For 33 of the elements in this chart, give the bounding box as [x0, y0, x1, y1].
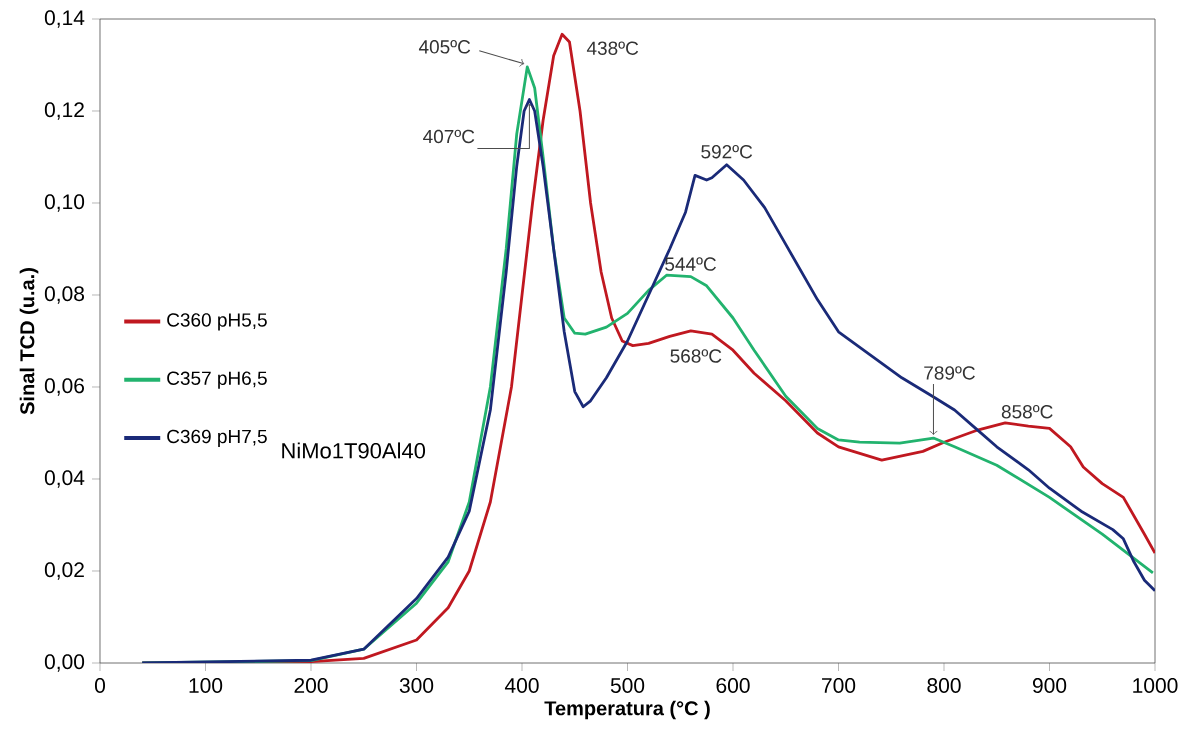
- annotation: 405ºC: [418, 40, 471, 54]
- x-tick-label: 900: [1032, 678, 1067, 693]
- legend-label: C369 pH7,5: [167, 429, 267, 447]
- y-tick-label: 0,06: [44, 378, 85, 396]
- y-tick-label: 0,04: [44, 470, 85, 488]
- y-tick-label: 0,14: [44, 10, 85, 28]
- x-tick-label: 800: [927, 678, 961, 693]
- y-tick-label: 0,02: [44, 562, 84, 580]
- legend-label: C357 pH6,5: [167, 371, 267, 389]
- legend-label: C360 pH5,5: [167, 313, 267, 331]
- x-tick-label: 100: [189, 678, 223, 693]
- annotation: 407ºC: [423, 129, 475, 144]
- annotation: NiMo1T90Al40: [282, 442, 426, 459]
- x-tick-label: 1000: [1133, 678, 1178, 693]
- x-tick-label: 700: [822, 678, 856, 693]
- annotation: 789ºC: [924, 366, 975, 380]
- annotation: 568ºC: [670, 349, 722, 363]
- y-tick-label: 0,00: [44, 654, 85, 672]
- annotation: 858ºC: [1001, 404, 1053, 419]
- y-tick-label: 0,12: [44, 102, 84, 120]
- annotation: 592ºC: [701, 144, 753, 159]
- x-tick-label: 200: [294, 678, 328, 693]
- y-axis-title: Sinal TCD (u.a.): [19, 268, 39, 415]
- annotation: 544ºC: [665, 257, 716, 271]
- x-axis-title: Temperatura (°C ): [544, 700, 710, 720]
- annotation: 438ºC: [586, 41, 639, 55]
- y-tick-label: 0,10: [44, 194, 85, 212]
- x-tick-label: 0: [94, 678, 106, 693]
- x-tick-label: 300: [399, 678, 434, 693]
- x-tick-label: 400: [504, 678, 539, 693]
- x-tick-label: 600: [716, 678, 750, 693]
- y-tick-label: 0,08: [44, 286, 85, 304]
- x-tick-label: 500: [610, 678, 645, 693]
